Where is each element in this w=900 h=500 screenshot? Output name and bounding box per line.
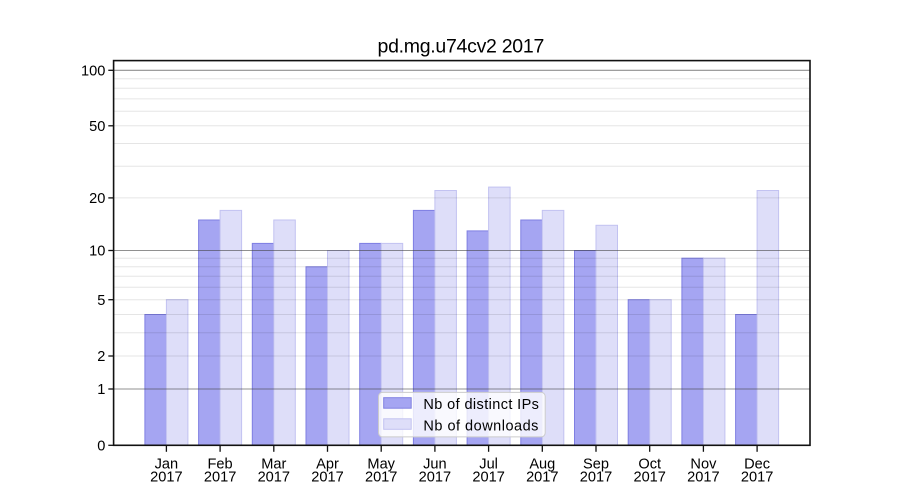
svg-text:0: 0 xyxy=(97,439,105,455)
svg-text:Nov: Nov xyxy=(690,457,717,473)
svg-text:Jun: Jun xyxy=(423,457,447,473)
svg-text:Oct: Oct xyxy=(638,457,661,473)
svg-text:1: 1 xyxy=(97,382,105,398)
svg-text:2017: 2017 xyxy=(687,469,719,485)
svg-text:2017: 2017 xyxy=(204,469,236,485)
svg-text:Jul: Jul xyxy=(479,457,498,473)
svg-text:Feb: Feb xyxy=(208,457,233,473)
svg-text:2017: 2017 xyxy=(258,469,290,485)
svg-text:5: 5 xyxy=(97,293,105,309)
svg-text:100: 100 xyxy=(81,64,105,80)
svg-text:2017: 2017 xyxy=(150,469,182,485)
svg-text:2017: 2017 xyxy=(580,469,612,485)
svg-text:Dec: Dec xyxy=(744,457,770,473)
svg-text:20: 20 xyxy=(89,191,105,207)
svg-text:2: 2 xyxy=(97,349,105,365)
svg-text:Jan: Jan xyxy=(155,457,179,473)
svg-text:10: 10 xyxy=(89,244,105,260)
svg-text:Sep: Sep xyxy=(583,457,609,473)
svg-text:Mar: Mar xyxy=(261,457,286,473)
svg-text:Nb of distinct IPs: Nb of distinct IPs xyxy=(423,397,539,413)
svg-text:Nb of downloads: Nb of downloads xyxy=(423,418,538,434)
svg-text:2017: 2017 xyxy=(365,469,397,485)
svg-text:2017: 2017 xyxy=(741,469,773,485)
svg-text:Aug: Aug xyxy=(529,457,555,473)
svg-text:50: 50 xyxy=(89,119,105,135)
svg-text:2017: 2017 xyxy=(419,469,451,485)
svg-text:2017: 2017 xyxy=(472,469,504,485)
svg-text:Apr: Apr xyxy=(316,457,339,473)
svg-text:2017: 2017 xyxy=(526,469,558,485)
svg-text:2017: 2017 xyxy=(311,469,343,485)
svg-text:pd.mg.u74cv2 2017: pd.mg.u74cv2 2017 xyxy=(378,35,545,57)
svg-text:May: May xyxy=(367,457,395,473)
svg-text:2017: 2017 xyxy=(633,469,665,485)
